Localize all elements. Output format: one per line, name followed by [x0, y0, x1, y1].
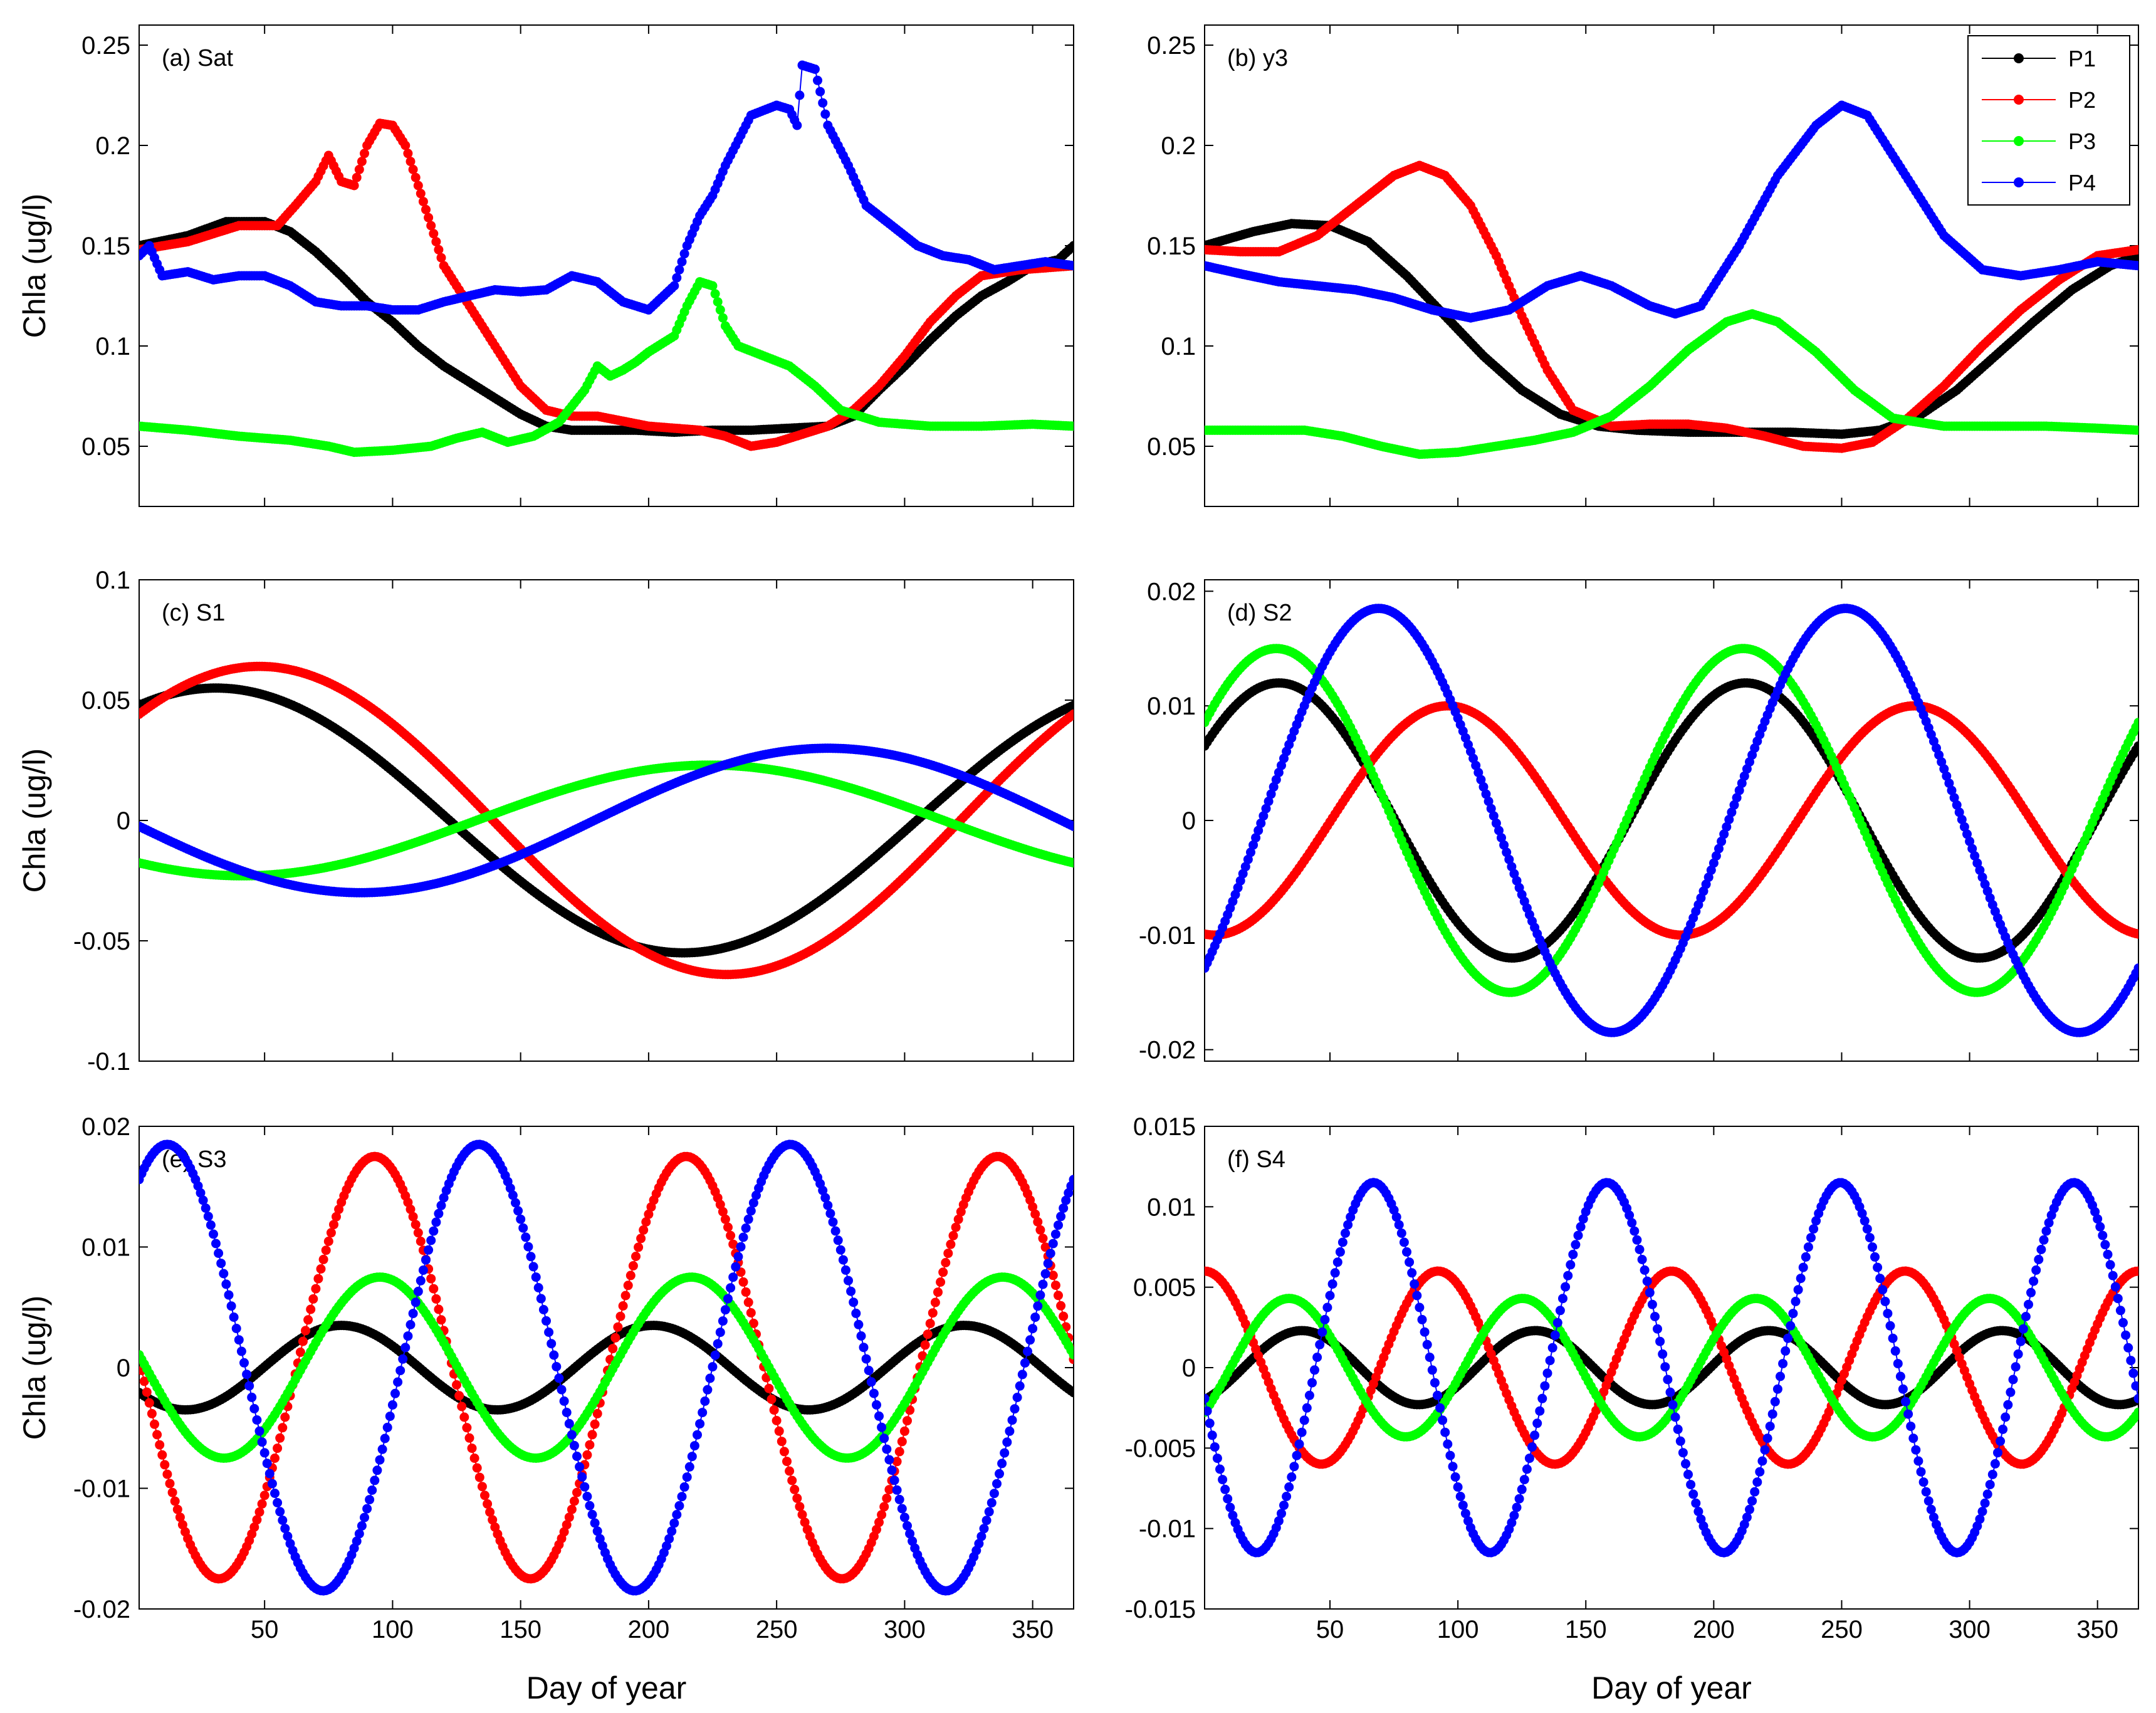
data-point-P2 [424, 212, 434, 223]
y-tick-label: 0.25 [1147, 32, 1196, 60]
y-tick-label: 0.05 [81, 433, 130, 461]
data-point-P3 [710, 289, 720, 299]
y-tick-label: 0.02 [1147, 578, 1196, 605]
panel-title: (a) Sat [162, 45, 233, 71]
y-tick-label: 0.1 [1161, 333, 1196, 360]
data-point-P2 [2133, 244, 2138, 254]
panel-4: -0.02 -0.01 0 0.01 0.02 (d) S2 [1139, 578, 2139, 1064]
series-P3 [139, 277, 1074, 458]
y-tick-label: 0.01 [1147, 693, 1196, 720]
y-tick-label: -0.05 [73, 928, 130, 955]
data-point-P3 [713, 297, 723, 307]
series-P3 [139, 760, 1074, 881]
data-point-P2 [416, 189, 426, 199]
y-tick-label: 0.25 [81, 32, 130, 60]
data-point-P3 [708, 281, 718, 291]
data-point-P3 [1069, 858, 1074, 868]
data-point-P4 [818, 98, 828, 108]
data-point-P3 [1069, 421, 1074, 431]
y-tick-label: -0.01 [1139, 922, 1196, 950]
y-tick-label: 0.05 [81, 687, 130, 715]
data-point-P2 [406, 157, 416, 167]
data-point-P2 [413, 181, 423, 191]
data-point-P3 [2133, 425, 2138, 435]
panel-title: (b) y3 [1227, 45, 1288, 71]
data-point-P2 [354, 164, 364, 174]
data-point-P2 [352, 172, 362, 182]
data-point-P2 [1069, 709, 1074, 719]
data-point-P4 [669, 281, 679, 291]
data-point-P2 [360, 149, 369, 159]
data-point-P4 [820, 109, 830, 119]
y-tick-label: 0 [117, 807, 130, 835]
data-point-P4 [815, 86, 825, 97]
series-P4 [139, 60, 1074, 315]
data-point-P4 [792, 120, 802, 130]
y-tick-label: 0.1 [95, 333, 130, 360]
data-point-P4 [810, 64, 820, 74]
data-point-P4 [813, 75, 822, 85]
data-point-P2 [431, 237, 441, 247]
data-point-P2 [411, 172, 421, 182]
data-point-P2 [436, 253, 446, 263]
panel-2: 0.05 0.1 0.15 0.2 0.25 (b) y3 [1147, 24, 2139, 507]
y-tick-label: 0.2 [95, 132, 130, 160]
series-P1 [139, 683, 1074, 958]
data-point-P1 [2133, 741, 2138, 751]
data-point-P4 [1069, 261, 1074, 271]
data-point-P4 [674, 265, 684, 275]
panel-1: 0.05 0.1 0.15 0.2 0.25 (a) Sat Chla (ug/l) [17, 24, 1074, 507]
y-tick-label: 0.05 [1147, 433, 1196, 461]
y-axis-title: Chla (ug/l) [17, 748, 52, 893]
panel-title: (c) S1 [162, 600, 225, 626]
data-point-P4 [795, 90, 805, 100]
data-point-P4 [677, 257, 687, 267]
y-tick-label: 0.15 [1147, 233, 1196, 260]
data-point-P4 [679, 249, 689, 259]
series-P2 [139, 661, 1074, 980]
data-point-P4 [672, 273, 682, 283]
panel-3: -0.1 -0.05 0 0.05 0.1 (c) S1 Chla (ug/l) [17, 567, 1074, 1076]
panel-title: (d) S2 [1227, 600, 1292, 626]
data-point-P2 [408, 164, 418, 174]
data-point-P4 [2133, 261, 2138, 271]
data-point-P2 [421, 204, 431, 214]
series-P4 [1205, 100, 2138, 323]
y-tick-label: -0.1 [87, 1048, 130, 1076]
data-point-P2 [357, 157, 367, 167]
data-point-P2 [349, 181, 359, 191]
y-axis-title: Chla (ug/l) [17, 194, 52, 338]
data-point-P2 [418, 197, 428, 207]
data-point-P2 [400, 140, 411, 150]
y-tick-label: 0 [1182, 807, 1196, 835]
data-point-P1 [1069, 700, 1074, 710]
series-P4 [139, 743, 1074, 898]
data-point-P2 [403, 149, 413, 159]
data-point-P2 [434, 244, 444, 254]
y-tick-label: 0.1 [95, 567, 130, 594]
series-P2 [1205, 160, 2138, 453]
data-point-P2 [429, 229, 439, 239]
y-tick-label: 0.2 [1161, 132, 1196, 160]
data-point-P1 [1069, 241, 1074, 251]
data-point-P3 [715, 305, 725, 315]
y-tick-label: -0.02 [1139, 1037, 1196, 1064]
data-point-P2 [426, 221, 436, 231]
data-point-P3 [718, 313, 728, 323]
series-P3 [1205, 309, 2138, 459]
data-point-P4 [1069, 821, 1074, 831]
y-tick-label: 0.15 [81, 233, 130, 260]
